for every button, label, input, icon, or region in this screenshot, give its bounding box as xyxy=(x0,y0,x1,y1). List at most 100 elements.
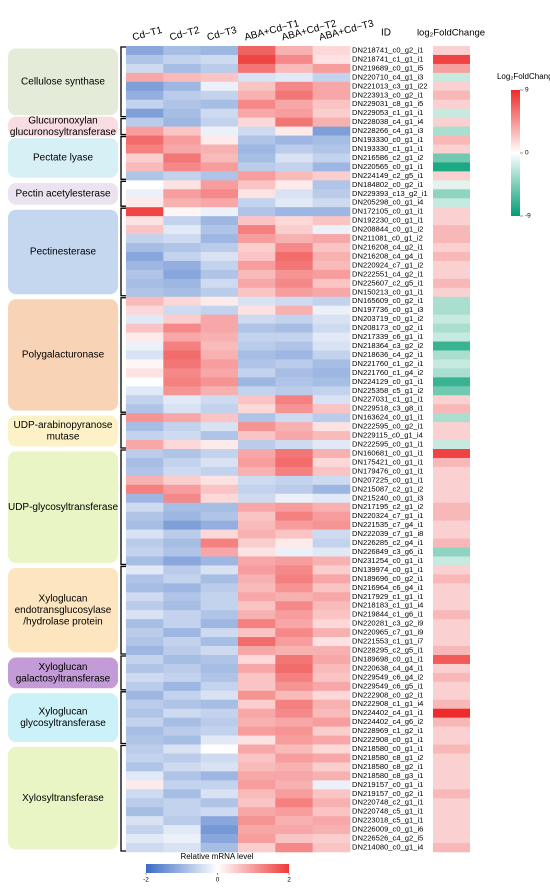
heat-cell xyxy=(238,126,276,136)
heat-cell xyxy=(126,762,164,772)
row-id: DN224149_c2_g5_i1 xyxy=(352,171,423,180)
heat-cell xyxy=(163,502,201,512)
heat-cell xyxy=(163,789,201,799)
heat-cell xyxy=(126,780,164,790)
fc-cell xyxy=(433,663,470,674)
heat-cell xyxy=(163,180,201,190)
group-label: glucuronosyltransferase xyxy=(10,127,117,138)
heat-cell xyxy=(275,637,313,647)
heat-cell xyxy=(163,771,201,781)
heat-cell xyxy=(200,368,239,378)
heat-cell xyxy=(200,395,239,405)
heat-cell xyxy=(275,475,313,486)
heat-cell xyxy=(238,502,276,512)
heat-cell xyxy=(275,377,313,387)
heat-cell xyxy=(238,583,276,593)
group-label: Xyloglucan xyxy=(39,662,88,673)
heat-cell xyxy=(312,63,351,74)
row-id: DN175421_c0_g1_i1 xyxy=(352,457,423,466)
fc-cell xyxy=(433,681,470,692)
heat-cell xyxy=(312,153,351,163)
heat-cell xyxy=(200,753,239,763)
heat-cell xyxy=(200,744,239,754)
fc-cell xyxy=(433,556,470,566)
heat-cell xyxy=(312,251,351,262)
group-box xyxy=(8,116,118,137)
heat-cell xyxy=(238,189,276,199)
heat-cell xyxy=(312,198,351,208)
group-box xyxy=(8,567,118,653)
heat-cell xyxy=(126,834,164,844)
heat-cell xyxy=(238,654,276,665)
heat-cell xyxy=(163,717,201,727)
heat-cell xyxy=(275,180,313,190)
fc-cell xyxy=(433,63,470,74)
group-box xyxy=(8,48,118,116)
fc-cell xyxy=(433,81,470,92)
heat-cell xyxy=(275,99,313,109)
heat-cell xyxy=(312,708,351,718)
heat-cell xyxy=(126,825,164,835)
column-label: Cd−T2 xyxy=(169,25,202,44)
row-id: DN203719_c0_g1_i2 xyxy=(352,314,423,323)
heat-cell xyxy=(238,440,276,450)
row-id: DN218636_c4_g2_i1 xyxy=(352,350,423,359)
heat-cell xyxy=(238,207,276,217)
group-box xyxy=(8,747,118,850)
heat-cell xyxy=(312,117,351,127)
row-id: DN222595_c0_g2_i1 xyxy=(352,422,423,431)
heat-cell xyxy=(275,386,313,396)
heat-cell xyxy=(312,529,351,539)
heat-cell xyxy=(163,72,201,83)
fc-cell xyxy=(433,368,470,378)
row-id: DN231254_c0_g1_i1 xyxy=(352,556,423,565)
heat-cell xyxy=(312,54,351,65)
heat-cell xyxy=(163,90,201,101)
heat-cell xyxy=(312,690,351,701)
row-id: DN228969_c1_g2_i1 xyxy=(352,726,423,735)
heat-cell xyxy=(200,574,239,584)
heat-cell xyxy=(126,466,164,477)
heat-cell xyxy=(200,663,239,674)
fc-cell xyxy=(433,117,470,127)
heat-cell xyxy=(312,798,351,808)
heat-cell xyxy=(275,225,313,235)
heat-cell xyxy=(275,726,313,736)
row-id: DN224402_c4_g1_i1 xyxy=(352,708,423,717)
heat-cell xyxy=(312,395,351,405)
row-id: DN207225_c0_g1_i1 xyxy=(352,475,423,484)
heat-cell xyxy=(275,440,313,450)
heat-cell xyxy=(200,807,239,817)
heat-cell xyxy=(126,475,164,486)
heat-cell xyxy=(238,663,276,674)
heat-cell xyxy=(200,377,239,387)
heat-cell xyxy=(126,296,164,307)
heat-cell xyxy=(312,565,351,575)
fc-cell xyxy=(433,690,470,701)
heat-cell xyxy=(275,368,313,378)
heat-cell xyxy=(126,404,164,414)
heat-cell xyxy=(312,440,351,450)
heat-cell xyxy=(163,287,201,298)
heat-cell xyxy=(238,90,276,101)
heat-cell xyxy=(312,771,351,781)
heat-cell xyxy=(163,834,201,844)
heat-cell xyxy=(238,466,276,477)
heat-cell xyxy=(126,207,164,217)
heat-cell xyxy=(200,726,239,736)
heat-cell xyxy=(200,493,239,504)
fc-cell xyxy=(433,834,470,844)
heat-cell xyxy=(200,681,239,692)
fc-cell xyxy=(433,493,470,504)
row-id: DN223913_c0_g2_i1 xyxy=(352,90,423,99)
heat-cell xyxy=(275,359,313,369)
fc-cell xyxy=(433,735,470,745)
heat-cell xyxy=(200,108,239,118)
row-id: DN226849_c3_g6_i1 xyxy=(352,547,423,556)
heat-cell xyxy=(275,108,313,118)
row-id: DN224402_c4_g6_i2 xyxy=(352,717,423,726)
fc-cell xyxy=(433,502,470,512)
heat-cell xyxy=(238,744,276,754)
heat-cell xyxy=(126,753,164,763)
row-id: DN193330_c1_g1_i1 xyxy=(352,144,423,153)
